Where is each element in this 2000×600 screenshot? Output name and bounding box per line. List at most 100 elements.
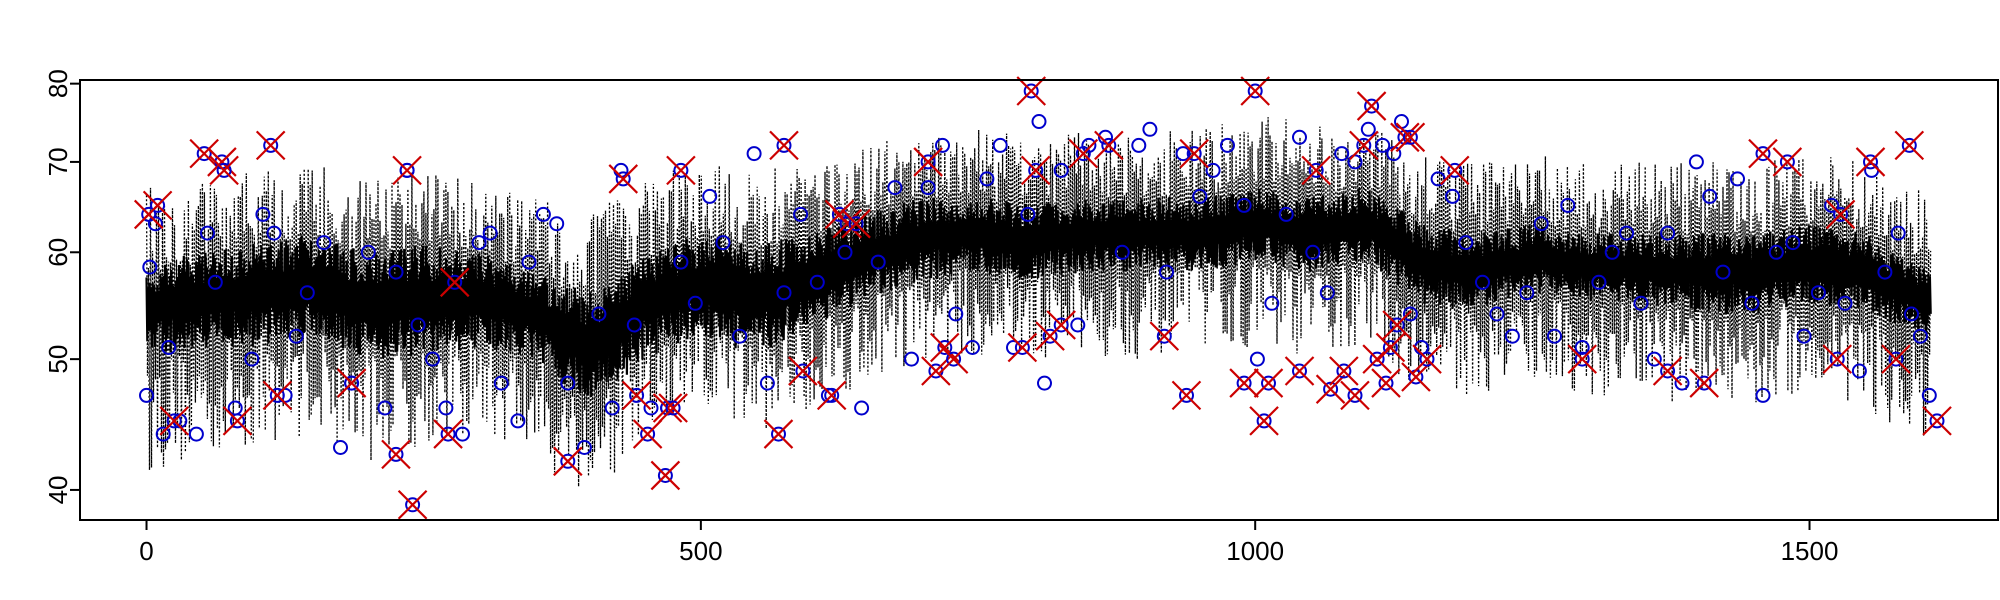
circle-point (1504, 328, 1520, 344)
circle-point (1785, 235, 1801, 251)
circle-point (613, 162, 629, 178)
circle-point (1810, 285, 1826, 301)
cross-point (788, 356, 818, 386)
circle-point (410, 317, 426, 333)
circle-point (1646, 351, 1662, 367)
cross-point (632, 419, 663, 449)
circle-point (1674, 375, 1690, 391)
cross-point (255, 130, 286, 161)
cross-point (1375, 332, 1406, 363)
circle-point (746, 146, 762, 162)
circle-point (1006, 340, 1021, 355)
circle-point (1904, 306, 1919, 322)
y-tick-label: 60 (43, 238, 73, 267)
circle-point (142, 259, 158, 275)
circle-point (377, 400, 393, 416)
cross-point (769, 130, 799, 161)
circle-point (1877, 264, 1893, 280)
cross-point (650, 460, 681, 491)
circle-point (244, 351, 260, 367)
circle-point (1249, 351, 1265, 367)
circle-point (1020, 206, 1036, 222)
cross-point (1356, 91, 1387, 121)
circle-point (155, 426, 171, 442)
circle-point (687, 295, 703, 311)
circle-point (1278, 206, 1294, 222)
circle-point (1533, 216, 1549, 232)
circle-point (200, 225, 215, 241)
circle-point (1837, 295, 1853, 311)
circle-point (1688, 154, 1704, 170)
circle-point (1633, 295, 1649, 311)
cross-point (1284, 356, 1315, 386)
circle-point (455, 426, 470, 442)
circle-point (1574, 340, 1590, 355)
cross-point (1371, 368, 1401, 398)
circle-point (188, 426, 204, 442)
circle-point (1402, 306, 1418, 322)
cross-point (621, 380, 652, 411)
cross-point (658, 393, 688, 423)
circle-point (776, 285, 792, 301)
cross-points-series (133, 76, 1952, 520)
cross-point (1439, 155, 1470, 186)
circle-point (1475, 274, 1490, 290)
cross-point (1240, 76, 1270, 106)
circle-point (1098, 129, 1113, 145)
circle-point (1305, 244, 1321, 260)
circle-point (979, 171, 995, 187)
cross-point (1689, 368, 1719, 398)
cross-point (841, 208, 871, 239)
cross-point (608, 164, 639, 194)
cross-point (433, 419, 463, 449)
circle-point (1070, 317, 1086, 333)
x-tick-label: 1500 (1781, 536, 1839, 566)
circle-point (1547, 328, 1562, 344)
circle-point (1824, 197, 1840, 213)
circle-point (1445, 188, 1460, 204)
cross-point (262, 380, 293, 411)
cross-point (1094, 130, 1124, 161)
circle-point (1519, 285, 1535, 301)
cross-point (222, 406, 253, 436)
circle-point (759, 375, 775, 391)
circle-point (438, 400, 454, 416)
plot-frame (79, 79, 1999, 521)
circle-point (1591, 274, 1607, 290)
circle-point (1334, 146, 1350, 162)
circle-point (482, 225, 498, 241)
circle-point (1159, 264, 1174, 280)
circle-point (227, 400, 243, 416)
circle-point (1560, 197, 1576, 213)
circle-point (388, 264, 404, 280)
circle-point (715, 235, 731, 251)
circle-point (299, 285, 315, 301)
cross-point (1822, 344, 1853, 374)
circle-point (1205, 162, 1221, 178)
cross-point (1412, 344, 1442, 374)
circle-point (1192, 188, 1208, 204)
circle-point (1912, 328, 1928, 344)
cross-point (439, 267, 470, 298)
circle-point (920, 180, 936, 196)
x-tick-label: 0 (139, 536, 153, 566)
circle-point (1715, 264, 1731, 280)
circle-point (1619, 225, 1635, 241)
cross-point (159, 406, 190, 436)
circle-point (1053, 162, 1069, 178)
y-tick-label: 80 (43, 69, 73, 98)
circle-point (510, 413, 526, 429)
x-axis: 0 500 1000 1500 (139, 520, 1838, 566)
cross-point (381, 439, 411, 470)
cross-point (1772, 147, 1803, 177)
y-tick-label: 70 (43, 147, 73, 176)
circle-point (837, 244, 853, 260)
center-band-series (145, 188, 1932, 398)
circle-point (1702, 188, 1718, 204)
circle-point (992, 137, 1008, 153)
cross-point (336, 368, 367, 398)
cross-point (397, 489, 428, 520)
circle-point (1292, 129, 1307, 145)
circle-point (1031, 114, 1047, 129)
circle-point (1220, 137, 1235, 153)
